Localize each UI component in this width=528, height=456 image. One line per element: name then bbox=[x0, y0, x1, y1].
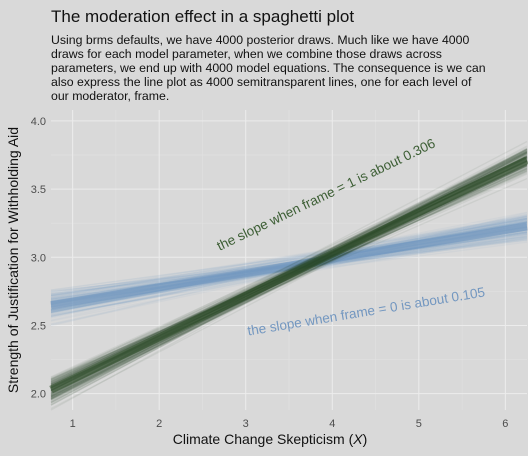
chart-subtitle-line-3: parameters, we end up with 4000 model eq… bbox=[51, 61, 486, 75]
x-axis-title-text: Climate Change Skepticism ( bbox=[173, 431, 354, 447]
spaghetti-line-frame-0 bbox=[50, 217, 528, 295]
spaghetti-line-frame-1 bbox=[50, 150, 528, 386]
x-axis-title-variable: X bbox=[352, 431, 363, 447]
mean-line-frame-0 bbox=[50, 222, 528, 310]
chart-title: The moderation effect in a spaghetti plo… bbox=[51, 7, 354, 26]
spaghetti-line-frame-1 bbox=[50, 164, 528, 398]
spaghetti-line-frame-1 bbox=[50, 163, 528, 400]
spaghetti-line-frame-0 bbox=[50, 215, 528, 299]
x-tick-label: 2 bbox=[156, 418, 162, 430]
x-axis-ticks: 1 2 3 4 5 6 bbox=[70, 418, 509, 430]
spaghetti-line-frame-1 bbox=[50, 154, 528, 385]
spaghetti-line-frame-0 bbox=[50, 218, 528, 297]
y-tick-label: 2.0 bbox=[31, 389, 46, 401]
grid-lines bbox=[51, 110, 527, 410]
chart-subtitle-line-5: our moderator, frame. bbox=[51, 89, 169, 103]
y-tick-label: 2.5 bbox=[31, 320, 46, 332]
spaghetti-line-frame-0 bbox=[50, 218, 528, 303]
x-axis-title: Climate Change Skepticism (X) bbox=[173, 431, 368, 447]
y-tick-label: 4.0 bbox=[31, 116, 46, 128]
spaghetti-line-frame-0 bbox=[50, 215, 528, 302]
spaghetti-line-frame-0 bbox=[50, 219, 528, 296]
y-tick-label: 3.5 bbox=[31, 184, 46, 196]
x-tick-label: 6 bbox=[502, 418, 508, 430]
series-frame-0-lines bbox=[50, 211, 528, 327]
mean-line-frame-1 bbox=[49, 156, 528, 394]
spaghetti-line-frame-1 bbox=[50, 163, 528, 400]
chart-subtitle-line-1: Using brms defaults, we have 4000 poster… bbox=[51, 33, 469, 47]
spaghetti-line-frame-1 bbox=[50, 151, 528, 381]
spaghetti-line-frame-1 bbox=[50, 164, 528, 398]
spaghetti-line-frame-1 bbox=[50, 166, 528, 399]
spaghetti-line-frame-1 bbox=[50, 165, 528, 399]
y-axis-title: Strength of Justification for Withholdin… bbox=[5, 127, 21, 393]
x-axis-title-close: ) bbox=[363, 431, 368, 447]
x-tick-label: 3 bbox=[243, 418, 249, 430]
plot-panel: the slope when frame = 0 is about 0.105 … bbox=[49, 110, 528, 411]
spaghetti-line-frame-1 bbox=[50, 153, 528, 385]
spaghetti-line-frame-0 bbox=[50, 220, 528, 299]
x-tick-label: 5 bbox=[416, 418, 422, 430]
y-axis-ticks: 2.0 2.5 3.0 3.5 4.0 bbox=[31, 116, 46, 401]
chart-subtitle-line-2: draws for each model parameter, when we … bbox=[51, 47, 442, 61]
spaghetti-line-frame-1 bbox=[50, 167, 528, 395]
x-tick-label: 1 bbox=[70, 418, 76, 430]
series-frame-1-lines bbox=[49, 140, 528, 411]
chart-subtitle-line-4: also express the line plot as 4000 semit… bbox=[51, 75, 472, 89]
spaghetti-line-frame-0 bbox=[50, 221, 528, 296]
x-tick-label: 4 bbox=[329, 418, 335, 430]
spaghetti-line-frame-1 bbox=[50, 148, 528, 411]
spaghetti-line-frame-1 bbox=[50, 149, 528, 383]
y-tick-label: 3.0 bbox=[31, 252, 46, 264]
spaghetti-line-frame-1 bbox=[50, 155, 528, 378]
